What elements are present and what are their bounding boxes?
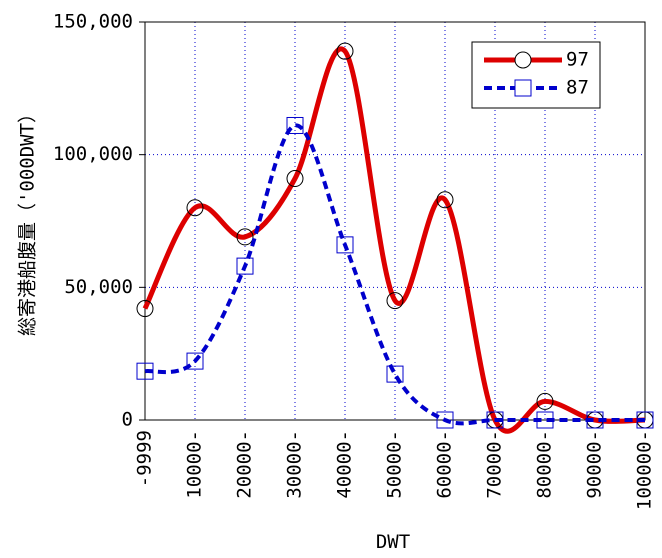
marker [486,411,504,429]
legend-marker [514,79,532,97]
y-tick-label: 100,000 [53,143,133,165]
marker [286,170,304,188]
x-axis-label: DWT [376,531,410,553]
y-tick-label: 50,000 [64,276,133,298]
x-tick-label: 80000- [534,430,556,499]
marker [336,42,354,60]
marker [136,362,154,380]
x-tick-label: 100000- [634,430,656,510]
series-line [144,123,645,426]
marker [536,411,554,429]
x-tick-label: 60000- [434,430,456,499]
marker [636,411,654,429]
y-tick-label: 0 [122,409,133,431]
y-tick-label: 150,000 [53,11,133,33]
marker [336,236,354,254]
legend-box [471,41,601,109]
marker [386,292,404,310]
marker [236,257,254,275]
legend-label: 87 [566,77,589,99]
x-tick-label: 90000- [584,430,606,499]
y-axis-label: 総寄港船腹量（'000DWT） [17,104,39,336]
plot-frame [144,21,646,421]
marker [286,116,304,134]
marker [186,352,204,370]
x-tick-label: 10000- [184,430,206,499]
legend-marker [514,51,532,69]
marker [436,191,454,209]
marker [586,411,604,429]
marker [436,411,454,429]
x-tick-label: 20000- [234,430,256,499]
x-tick-label: 70000- [484,430,506,499]
x-tick-label: 50000- [384,430,406,499]
marker [136,300,154,318]
marker [236,228,254,246]
marker [536,392,554,410]
x-tick-label: 30000- [284,430,306,499]
x-tick-label: 40000- [334,430,356,499]
marker [386,365,404,383]
legend-label: 97 [566,49,589,71]
x-tick-label: -9999 [134,430,156,487]
series-line [142,46,646,434]
marker [186,199,204,217]
